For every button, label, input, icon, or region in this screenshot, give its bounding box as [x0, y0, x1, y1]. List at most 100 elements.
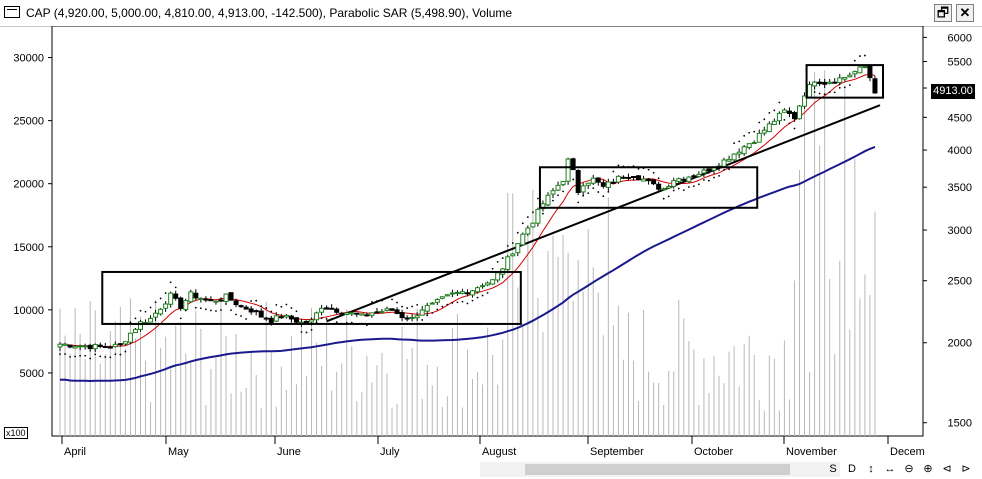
candle-body [389, 308, 395, 311]
sar-dot [758, 121, 761, 124]
candle-body [630, 176, 636, 179]
candle-body [661, 188, 667, 191]
candle-body [213, 300, 219, 303]
candle-body [470, 290, 476, 296]
right-axis-tick-label: 4500 [948, 112, 972, 124]
x-axis-tick-label: October [694, 446, 733, 458]
sar-dot [320, 317, 323, 320]
sar-dot [773, 109, 776, 112]
candle-body [766, 123, 772, 133]
candle-body [736, 151, 742, 155]
candlesticks [57, 65, 878, 352]
candle-body [243, 306, 249, 310]
candle-body [72, 346, 78, 349]
sar-dot [235, 313, 237, 316]
candle-body [293, 317, 299, 323]
candle-body [867, 65, 873, 79]
sar-dot [753, 130, 756, 133]
restore-button[interactable]: 🗗 [934, 4, 952, 22]
sar-dot [526, 216, 529, 219]
sar-dot [79, 354, 82, 357]
horizontal-scrollbar[interactable] [480, 462, 840, 477]
candle-body [218, 299, 224, 302]
sar-dot [94, 353, 97, 356]
sar-dot [411, 305, 414, 308]
sar-dot [768, 112, 771, 114]
candle-body [137, 321, 143, 330]
candle-body [77, 345, 83, 348]
nav-button[interactable]: D [848, 463, 856, 475]
nav-button[interactable]: ↕ [868, 463, 874, 475]
candle-body [726, 158, 732, 162]
sar-dot [305, 331, 308, 334]
sar-dot [371, 301, 373, 303]
sar-dot [466, 302, 469, 305]
sar-dot [486, 291, 489, 294]
nav-button[interactable]: ⊕ [923, 463, 933, 475]
sar-dot [697, 183, 700, 186]
sar-dot [74, 355, 76, 358]
sar-dot [516, 231, 519, 234]
candle-body [847, 74, 853, 78]
sar-dot [511, 242, 514, 244]
trend-line [326, 104, 881, 323]
sar-dot [169, 281, 172, 284]
price-chart[interactable]: 5000 10000 15000 20000 25000 30000 1500 2000 25… [0, 26, 982, 479]
sar-dot [677, 187, 680, 190]
candle-body [117, 343, 123, 346]
title-bar: CAP (4,920.00, 5,000.00, 4,810.00, 4,913… [0, 0, 982, 27]
sar-dot [838, 86, 841, 89]
candle-body [434, 298, 440, 303]
candle-body [585, 182, 591, 186]
sar-dot [662, 197, 665, 200]
candle-body [620, 176, 626, 179]
nav-button[interactable]: ⊖ [904, 463, 914, 475]
candle-body [751, 142, 757, 145]
candle-body [208, 299, 214, 302]
sar-dot [134, 317, 137, 320]
sar-dot [778, 101, 781, 104]
scrollbar-thumb[interactable] [525, 464, 790, 475]
candle-body [761, 129, 767, 134]
x-axis-tick-label: November [786, 446, 837, 458]
sar-dot [828, 91, 831, 94]
sar-dot [124, 350, 127, 353]
sar-dot [245, 318, 248, 320]
sar-dot [667, 195, 670, 198]
candle-body [686, 176, 692, 183]
candle-body [741, 146, 747, 155]
nav-button[interactable]: ⊳ [961, 463, 971, 475]
candle-body [168, 292, 174, 305]
nav-button[interactable]: S [829, 463, 837, 475]
right-axis-tick-label: 2500 [948, 276, 972, 288]
sar-dot [743, 134, 746, 137]
sar-dot [265, 307, 268, 309]
sar-dot [406, 307, 409, 309]
left-axis-tick-label: 10000 [13, 305, 44, 317]
sar-dot [325, 318, 328, 320]
candle-body [278, 316, 284, 319]
candle-body [872, 78, 878, 94]
candle-body [771, 120, 777, 125]
window-title: CAP (4,920.00, 5,000.00, 4,810.00, 4,913… [26, 6, 513, 20]
sar-dot [738, 140, 741, 143]
candle-body [173, 293, 179, 299]
right-axis-tick-label: 2000 [948, 338, 972, 350]
right-axis: 1500200025003000350040004500500055006000 [923, 32, 972, 430]
candle-body [515, 243, 521, 254]
sar-dot [833, 91, 836, 94]
close-button[interactable]: ✕ [956, 4, 974, 22]
candle-body [625, 176, 631, 179]
candle-body [193, 292, 199, 299]
nav-button[interactable]: ⊲ [942, 463, 952, 475]
sar-dot [763, 118, 766, 121]
nav-button[interactable]: ↔ [884, 463, 896, 475]
sar-dot [129, 321, 132, 324]
sar-dot [652, 171, 655, 174]
candle-body [409, 316, 415, 319]
sar-dot [521, 222, 524, 225]
candle-body [530, 222, 536, 228]
sar-dot [501, 257, 504, 259]
sar-dot [577, 201, 580, 204]
candle-body [112, 343, 118, 348]
